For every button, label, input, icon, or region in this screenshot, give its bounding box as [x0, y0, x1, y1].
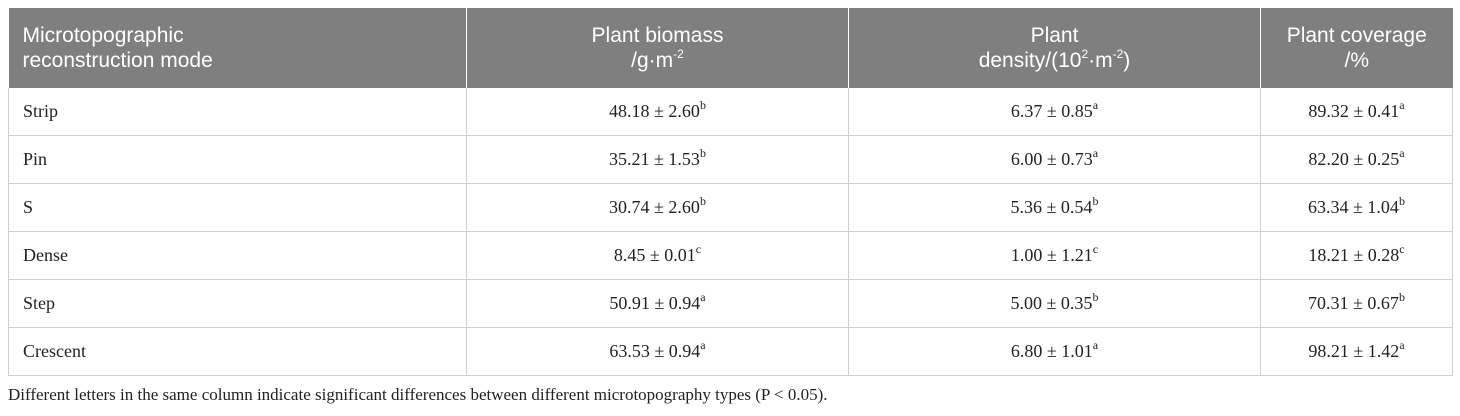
- cell-mode: Step: [8, 279, 467, 328]
- significance-letter: a: [1399, 338, 1405, 352]
- cell-density: 6.37 ± 0.85a: [848, 88, 1261, 136]
- cell-value: 5.00 ± 0.35: [1010, 293, 1093, 313]
- table-row: Step 50.91 ± 0.94a 5.00 ± 0.35b 70.31 ± …: [8, 279, 1453, 328]
- cell-biomass: 63.53 ± 0.94a: [466, 327, 849, 376]
- cell-coverage: 18.21 ± 0.28c: [1260, 231, 1453, 280]
- cell-value: 48.18 ± 2.60: [609, 101, 700, 121]
- significance-letter: c: [1399, 242, 1405, 256]
- header-density-unit-pre: density/(10: [978, 49, 1082, 72]
- significance-letter: b: [1092, 290, 1099, 304]
- header-mode: Microtopographic reconstruction mode: [8, 8, 467, 88]
- cell-coverage: 70.31 ± 0.67b: [1260, 279, 1453, 328]
- significance-letter: b: [1092, 194, 1099, 208]
- significance-letter: a: [1092, 146, 1099, 160]
- cell-biomass: 35.21 ± 1.53b: [466, 135, 849, 184]
- table-row: Dense 8.45 ± 0.01c 1.00 ± 1.21c 18.21 ± …: [8, 231, 1453, 280]
- significance-letter: c: [1092, 242, 1099, 256]
- cell-value: 5.36 ± 0.54: [1010, 197, 1093, 217]
- cell-value: 1.00 ± 1.21: [1010, 245, 1093, 265]
- header-biomass-unit: /g·m: [631, 49, 674, 72]
- cell-biomass: 8.45 ± 0.01c: [466, 231, 849, 280]
- table-body: Strip 48.18 ± 2.60b 6.37 ± 0.85a 89.32 ±…: [8, 88, 1453, 376]
- table-row: Pin 35.21 ± 1.53b 6.00 ± 0.73a 82.20 ± 0…: [8, 135, 1453, 184]
- cell-value: 35.21 ± 1.53: [609, 149, 700, 169]
- cell-value: 70.31 ± 0.67: [1308, 293, 1399, 313]
- header-coverage: Plant coverage /%: [1260, 8, 1453, 88]
- cell-mode: Strip: [8, 88, 467, 136]
- cell-mode: S: [8, 183, 467, 232]
- header-biomass-line1: Plant biomass: [591, 24, 724, 47]
- header-density-exp1: 2: [1081, 47, 1089, 61]
- data-table: Microtopographic reconstruction mode Pla…: [8, 8, 1453, 376]
- cell-value: 6.00 ± 0.73: [1010, 149, 1093, 169]
- header-density: Plant density/(102·m-2): [848, 8, 1261, 88]
- header-density-unit-post: ): [1123, 49, 1131, 72]
- cell-density: 6.80 ± 1.01a: [848, 327, 1261, 376]
- cell-coverage: 82.20 ± 0.25a: [1260, 135, 1453, 184]
- header-mode-line1: Microtopographic: [22, 24, 184, 47]
- header-density-line1: Plant: [1030, 24, 1079, 47]
- cell-density: 5.00 ± 0.35b: [848, 279, 1261, 328]
- significance-letter: a: [700, 338, 706, 352]
- cell-value: 82.20 ± 0.25: [1308, 149, 1400, 169]
- cell-biomass: 30.74 ± 2.60b: [466, 183, 849, 232]
- cell-biomass: 50.91 ± 0.94a: [466, 279, 849, 328]
- cell-value: 50.91 ± 0.94: [609, 293, 701, 313]
- significance-letter: a: [1399, 146, 1405, 160]
- significance-letter: a: [1092, 338, 1099, 352]
- significance-letter: b: [1398, 194, 1405, 208]
- cell-density: 1.00 ± 1.21c: [848, 231, 1261, 280]
- header-coverage-line1: Plant coverage: [1286, 24, 1427, 47]
- significance-letter: b: [1398, 290, 1405, 304]
- cell-biomass: 48.18 ± 2.60b: [466, 88, 849, 136]
- table-row: Crescent 63.53 ± 0.94a 6.80 ± 1.01a 98.2…: [8, 327, 1453, 376]
- table-header: Microtopographic reconstruction mode Pla…: [8, 8, 1453, 88]
- cell-value: 6.80 ± 1.01: [1010, 341, 1093, 361]
- cell-value: 63.53 ± 0.94: [609, 341, 701, 361]
- cell-density: 5.36 ± 0.54b: [848, 183, 1261, 232]
- cell-density: 6.00 ± 0.73a: [848, 135, 1261, 184]
- table-footnote: Different letters in the same column ind…: [8, 385, 828, 404]
- significance-letter: b: [699, 146, 706, 160]
- cell-coverage: 63.34 ± 1.04b: [1260, 183, 1453, 232]
- significance-letter: a: [1092, 98, 1099, 112]
- cell-value: 18.21 ± 0.28: [1308, 245, 1400, 265]
- header-coverage-line2: /%: [1344, 49, 1369, 72]
- cell-mode: Dense: [8, 231, 467, 280]
- significance-letter: a: [1399, 98, 1405, 112]
- significance-letter: b: [699, 194, 706, 208]
- table-row: S 30.74 ± 2.60b 5.36 ± 0.54b 63.34 ± 1.0…: [8, 183, 1453, 232]
- cell-coverage: 98.21 ± 1.42a: [1260, 327, 1453, 376]
- table-row: Strip 48.18 ± 2.60b 6.37 ± 0.85a 89.32 ±…: [8, 88, 1453, 136]
- cell-value: 30.74 ± 2.60: [609, 197, 700, 217]
- header-biomass: Plant biomass /g·m-2: [466, 8, 849, 88]
- cell-value: 89.32 ± 0.41: [1308, 101, 1400, 121]
- header-density-exp2: -2: [1112, 47, 1124, 61]
- significance-letter: b: [699, 98, 706, 112]
- cell-mode: Pin: [8, 135, 467, 184]
- significance-letter: c: [695, 242, 702, 256]
- cell-coverage: 89.32 ± 0.41a: [1260, 88, 1453, 136]
- cell-value: 6.37 ± 0.85: [1010, 101, 1093, 121]
- header-row: Microtopographic reconstruction mode Pla…: [8, 8, 1453, 88]
- header-mode-line2: reconstruction mode: [22, 49, 213, 72]
- table-container: Microtopographic reconstruction mode Pla…: [8, 8, 1453, 405]
- significance-letter: a: [700, 290, 706, 304]
- cell-value: 63.34 ± 1.04: [1308, 197, 1399, 217]
- cell-value: 98.21 ± 1.42: [1308, 341, 1400, 361]
- cell-value: 8.45 ± 0.01: [613, 245, 696, 265]
- cell-mode: Crescent: [8, 327, 467, 376]
- header-biomass-exp: -2: [673, 47, 684, 61]
- header-density-unit-mid: ·m: [1088, 49, 1113, 72]
